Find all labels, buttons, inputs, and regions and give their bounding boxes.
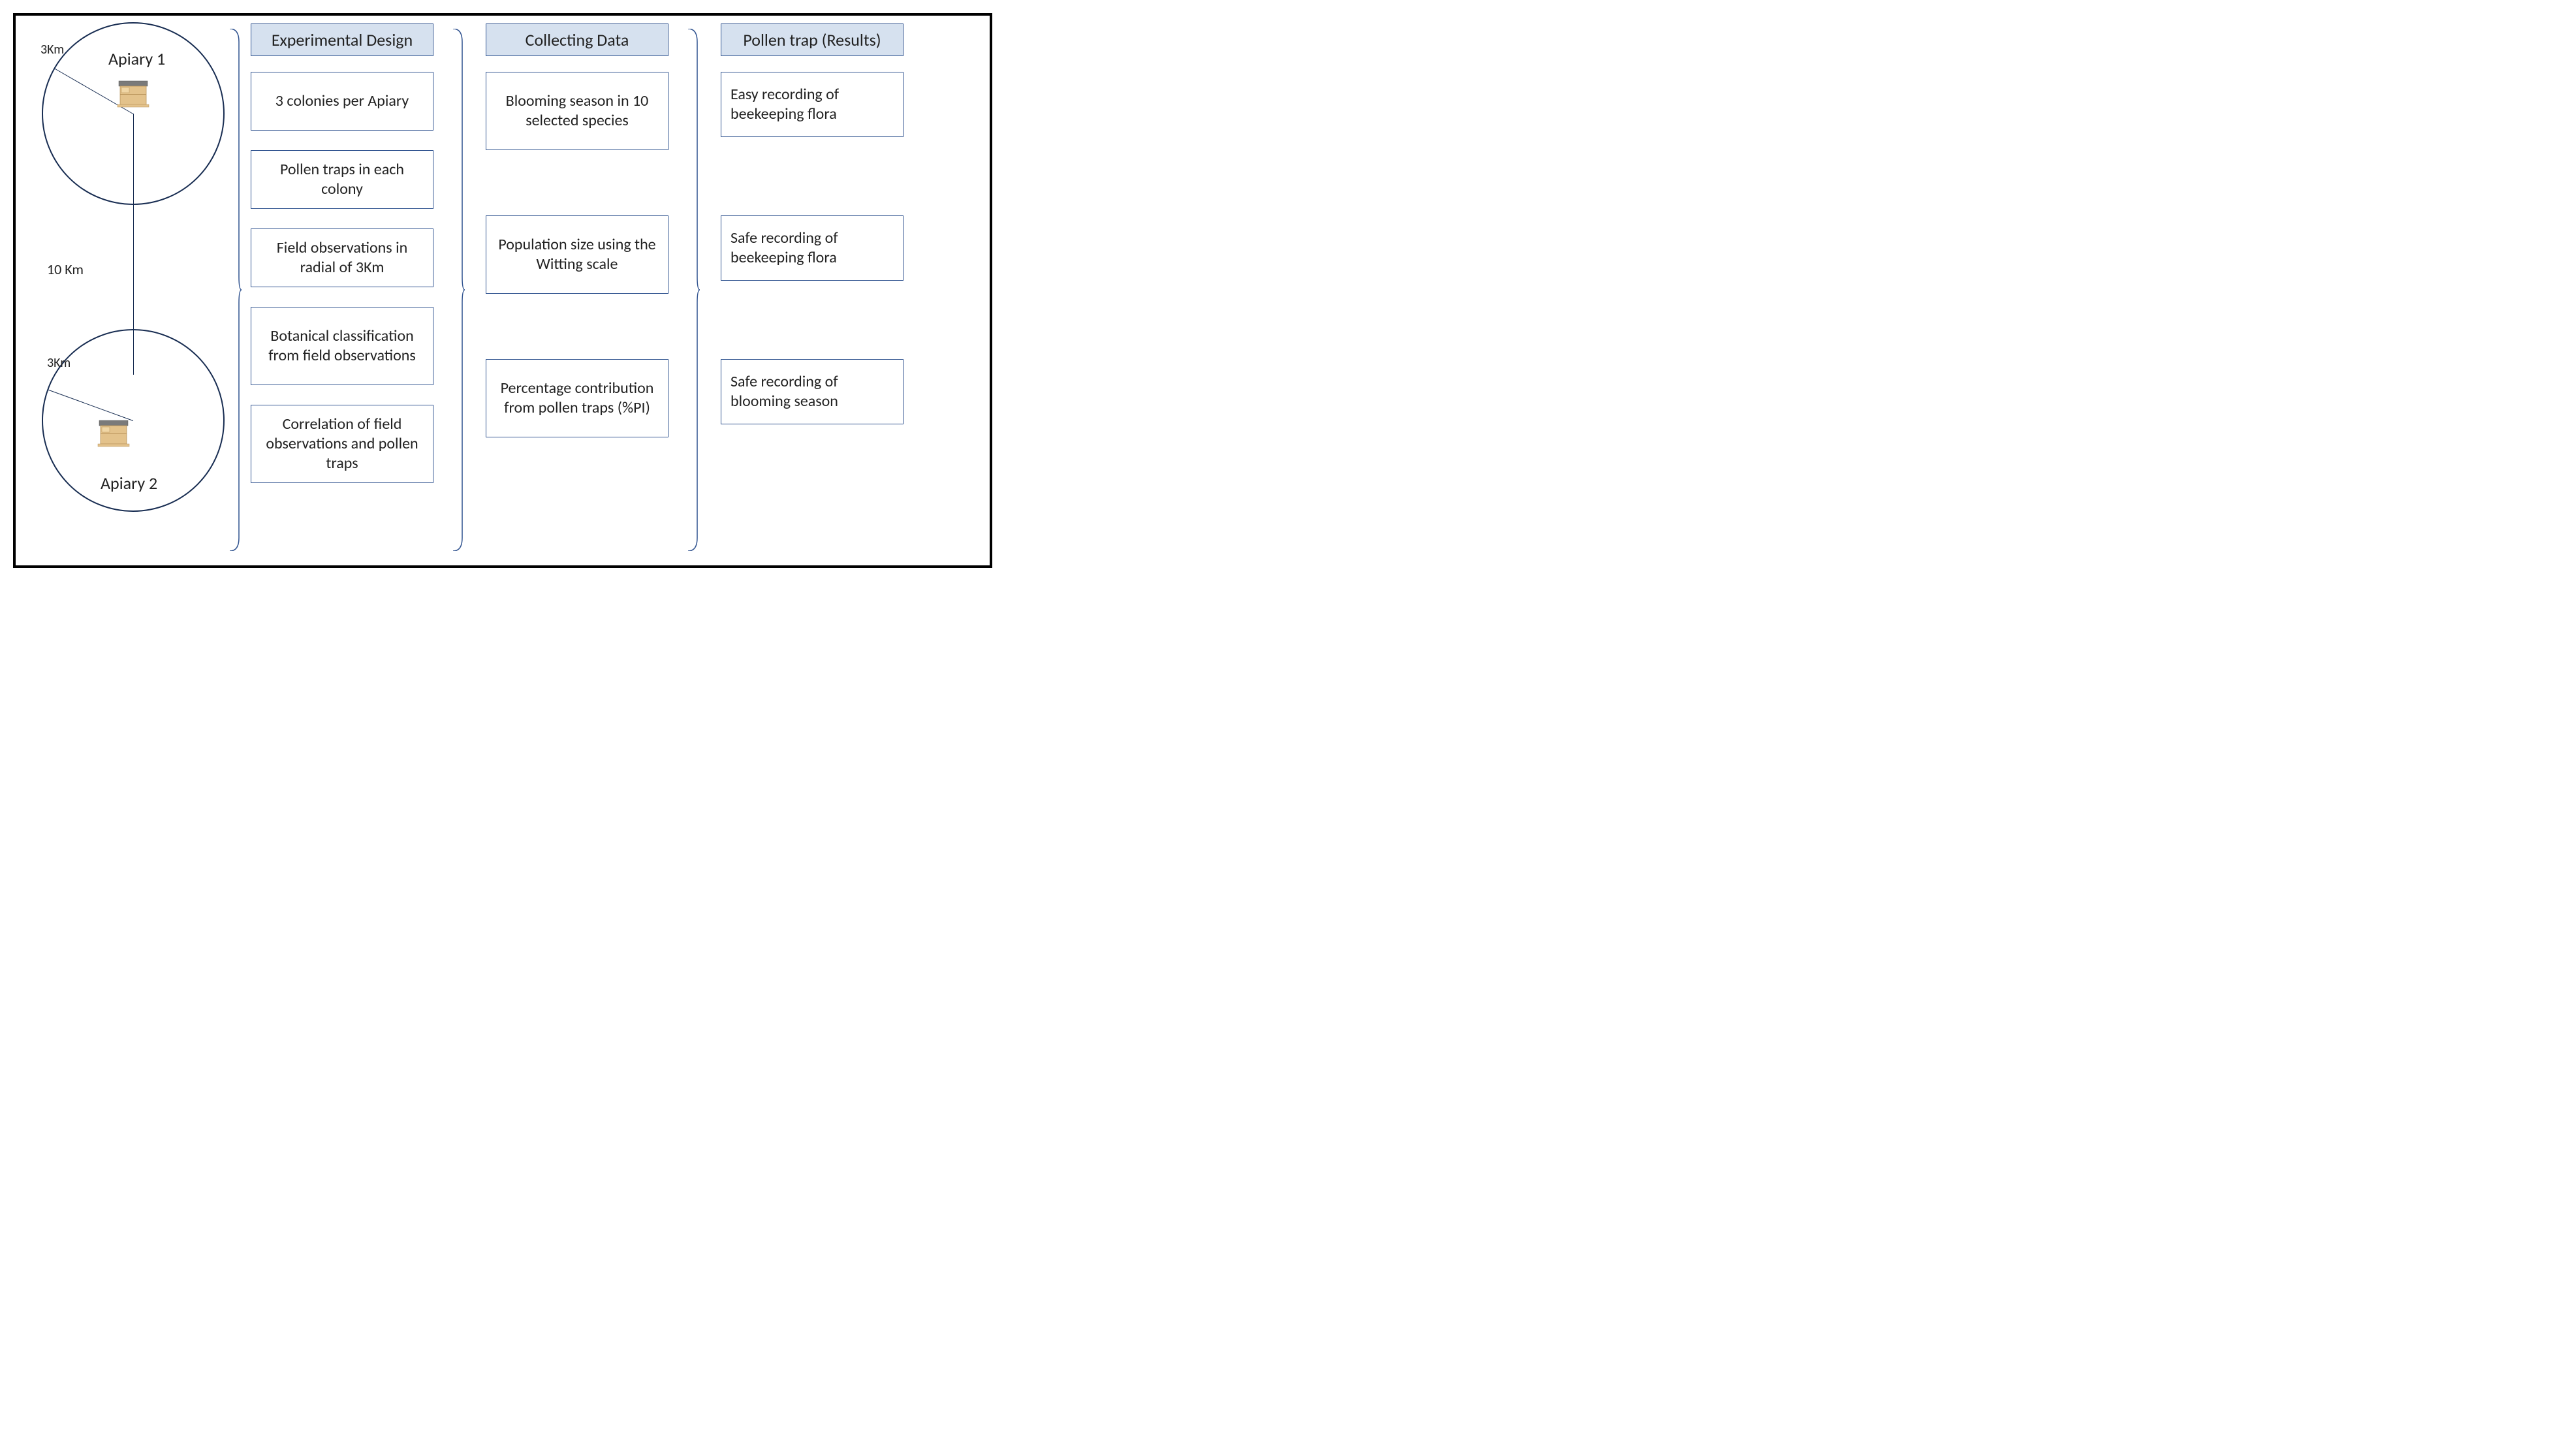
- header-experimental-design: Experimental Design: [251, 24, 433, 56]
- header-results: Pollen trap (Results): [721, 24, 903, 56]
- item-easy-recording: Easy recording of beekeeping flora: [721, 72, 903, 137]
- apiary-diagram: 3Km Apiary 1 10 Km 3Km Apiary 2: [22, 22, 225, 558]
- column-experimental-design: Experimental Design 3 colonies per Apiar…: [251, 24, 433, 483]
- item-botanical: Botanical classification from field obse…: [251, 307, 433, 385]
- apiary1-label: Apiary 1: [108, 48, 165, 69]
- item-safe-flora: Safe recording of beekeeping flora: [721, 215, 903, 281]
- hive1-icon: [114, 74, 153, 108]
- column-collecting-data: Collecting Data Blooming season in 10 se…: [486, 24, 668, 437]
- radius2-label: 3Km: [47, 355, 71, 371]
- radius1-label: 3Km: [40, 42, 64, 57]
- hive2-icon: [94, 414, 133, 448]
- item-field-obs: Field observations in radial of 3Km: [251, 228, 433, 287]
- column-results: Pollen trap (Results) Easy recording of …: [721, 24, 903, 424]
- bracket-2: [453, 29, 465, 551]
- item-safe-blooming: Safe recording of blooming season: [721, 359, 903, 424]
- bracket-3: [688, 29, 700, 551]
- item-blooming: Blooming season in 10 selected species: [486, 72, 668, 150]
- bracket-1: [230, 29, 242, 551]
- item-colonies: 3 colonies per Apiary: [251, 72, 433, 131]
- item-pollen-traps: Pollen traps in each colony: [251, 150, 433, 209]
- item-correlation: Correlation of field observations and po…: [251, 405, 433, 483]
- item-percentage: Percentage contribution from pollen trap…: [486, 359, 668, 437]
- item-population: Population size using the Witting scale: [486, 215, 668, 294]
- distance-label: 10 Km: [47, 260, 84, 278]
- diagram-frame: 3Km Apiary 1 10 Km 3Km Apiary 2: [13, 13, 992, 568]
- header-collecting-data: Collecting Data: [486, 24, 668, 56]
- apiary2-label: Apiary 2: [101, 473, 157, 494]
